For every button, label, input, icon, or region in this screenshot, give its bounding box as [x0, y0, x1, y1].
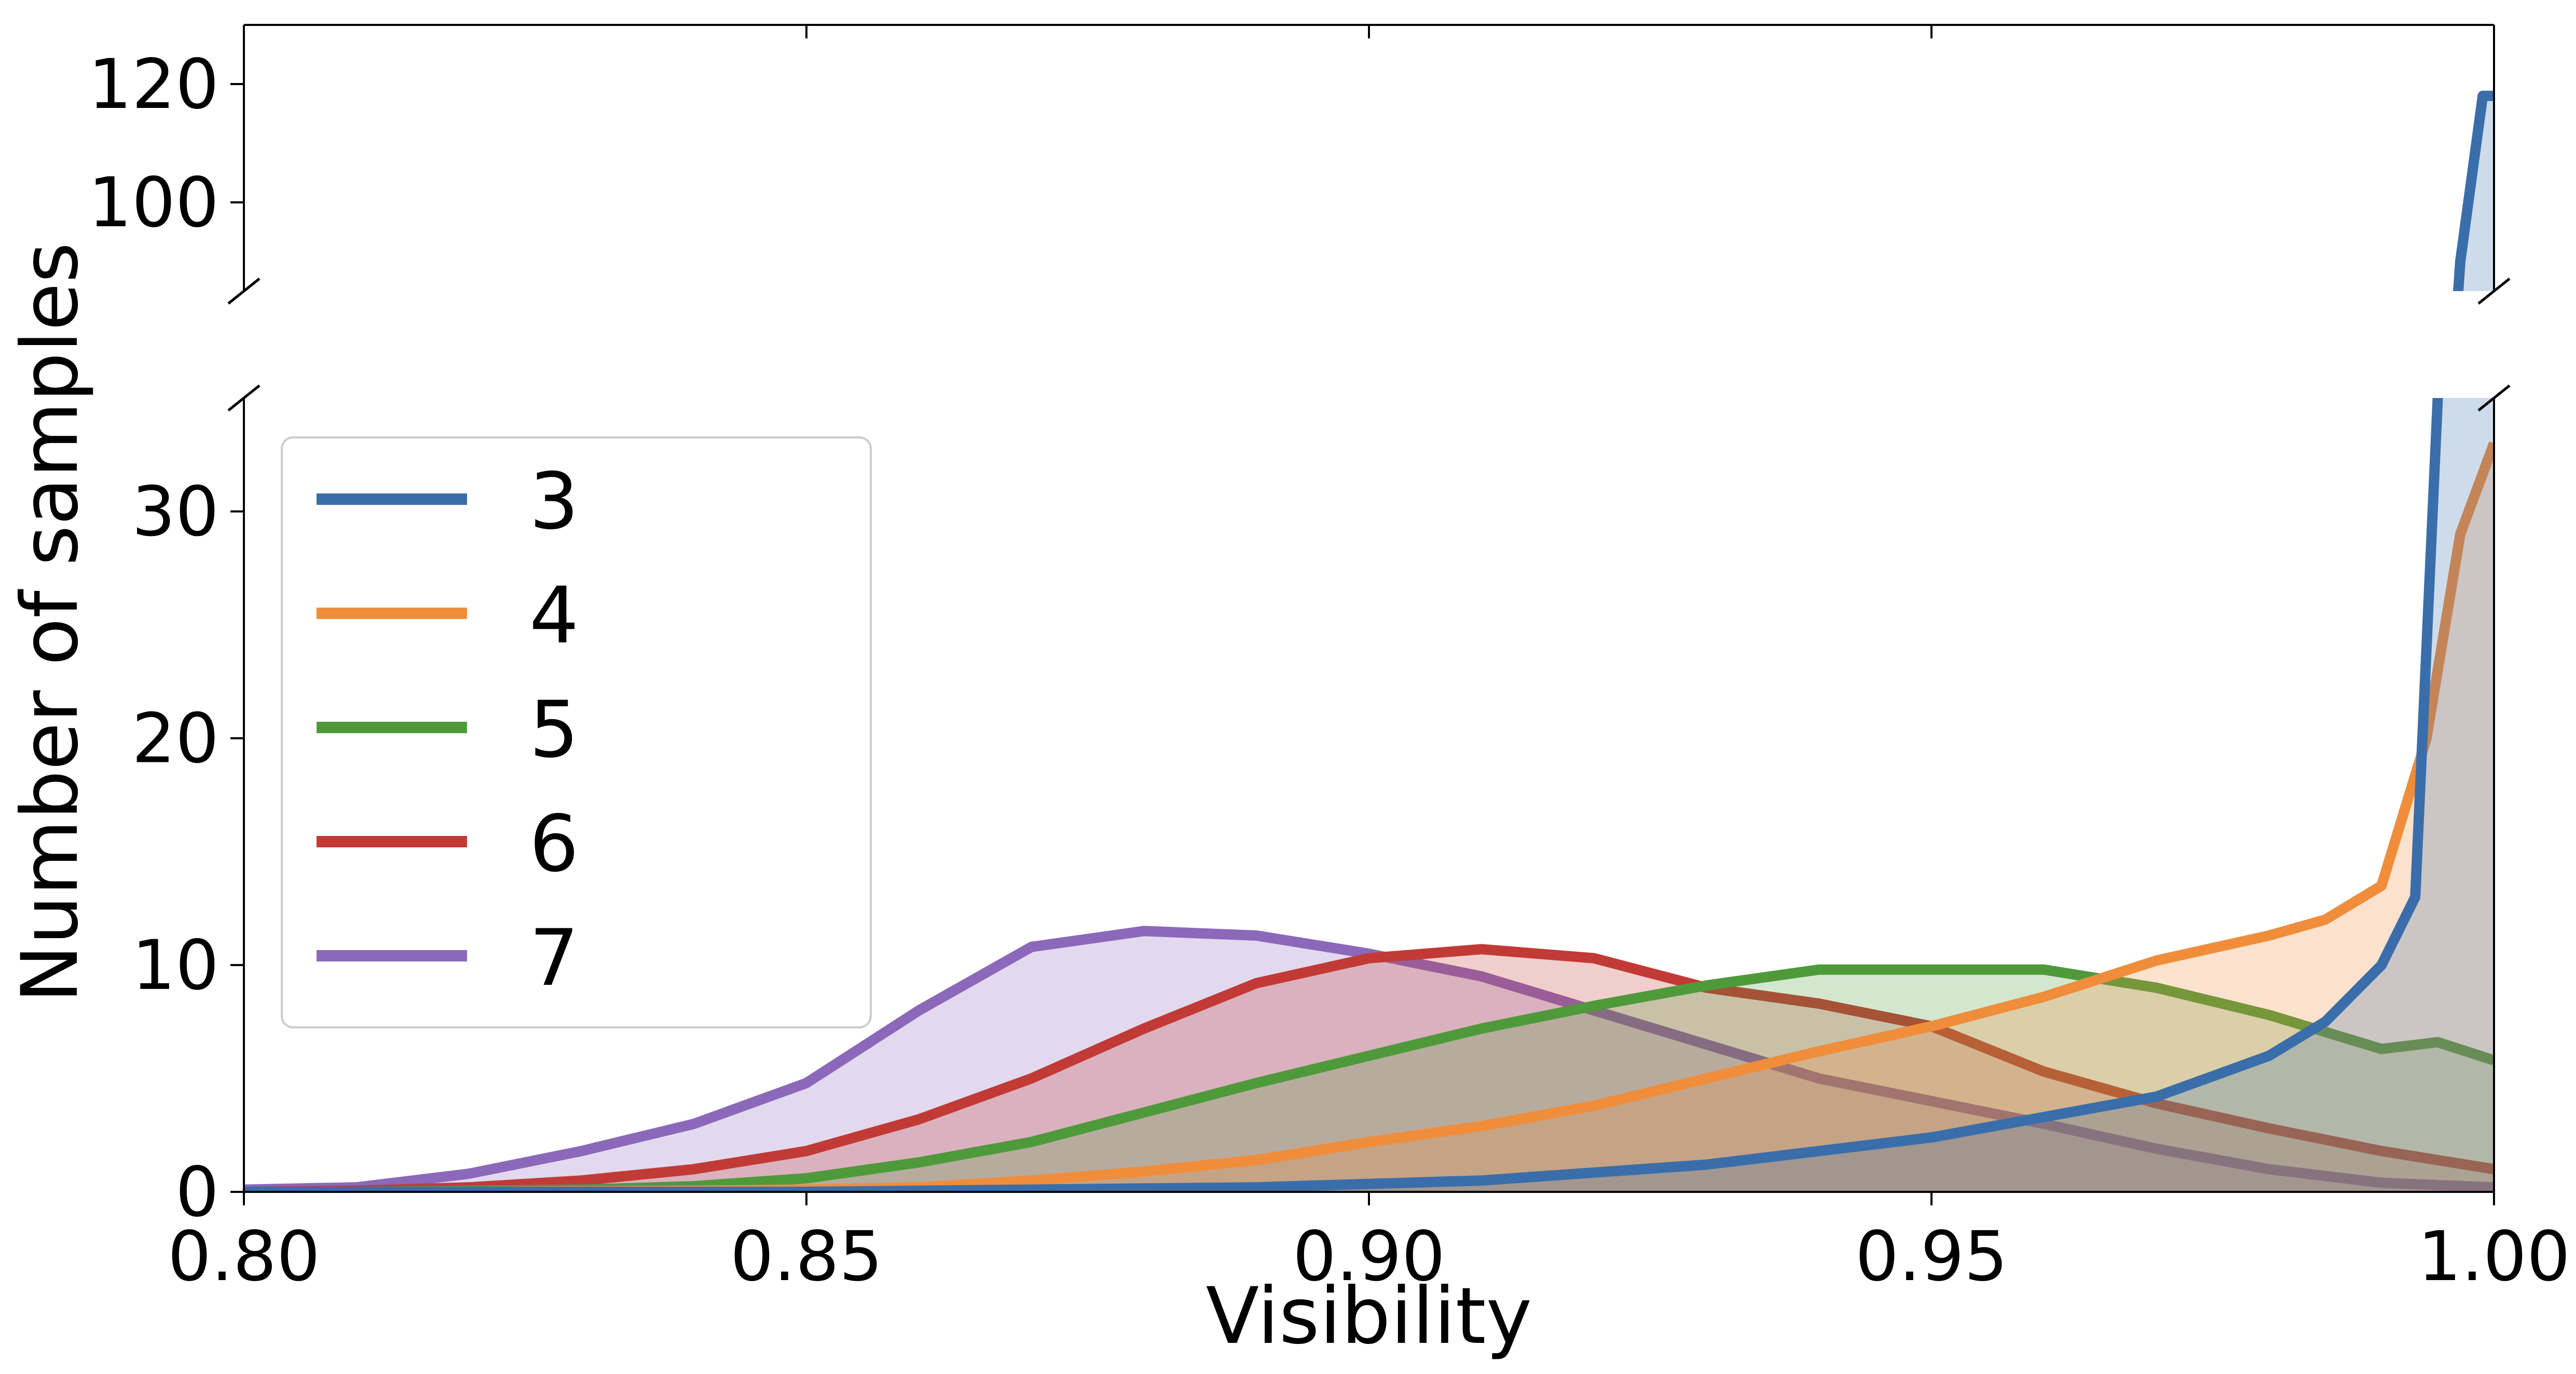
axis-break-mark [2477, 278, 2511, 305]
lower-y-tick-label: 30 [132, 472, 219, 552]
legend-frame [281, 436, 872, 1028]
lower-y-tick-label: 10 [132, 926, 219, 1006]
y-axis-label: Number of samples [5, 242, 95, 1003]
legend-label-6: 6 [529, 799, 579, 889]
axis-break-mark [227, 278, 261, 305]
upper-y-tick-label: 120 [88, 45, 219, 125]
lower-y-tick-label: 0 [175, 1152, 219, 1232]
legend-label-3: 3 [529, 457, 579, 547]
series-3-area-lower [244, 398, 2494, 1192]
upper-y-tick-label: 100 [88, 163, 219, 243]
x-axis-label: Visibility [1206, 1271, 1532, 1362]
lower-panel-series [244, 398, 2494, 1192]
tick-marks [230, 25, 2495, 1205]
x-tick-label: 1.00 [2418, 1217, 2570, 1297]
x-tick-label: 0.95 [1855, 1217, 2008, 1297]
x-tick-label: 0.80 [168, 1217, 320, 1297]
lower-y-tick-label: 20 [132, 699, 219, 779]
legend-label-4: 4 [529, 571, 579, 661]
legend-label-5: 5 [529, 685, 579, 775]
legend-label-7: 7 [529, 913, 579, 1004]
x-tick-label: 0.90 [1293, 1217, 1445, 1297]
tick-labels: 0.80 0.85 0.90 0.95 1.00 100 120 0 10 20 30 [88, 45, 2570, 1297]
series-7-area-lower [244, 931, 2494, 1192]
series-6-line-lower [244, 944, 2494, 1192]
axis-break-mark [227, 384, 261, 411]
legend: 3 4 5 6 7 [281, 436, 872, 1028]
series-6-area-lower [244, 949, 2494, 1192]
series-4-area-lower [244, 443, 2494, 1192]
series-3-line-lower [244, 398, 2443, 1192]
axis-break-mark [2477, 384, 2511, 411]
x-tick-label: 0.85 [730, 1217, 883, 1297]
